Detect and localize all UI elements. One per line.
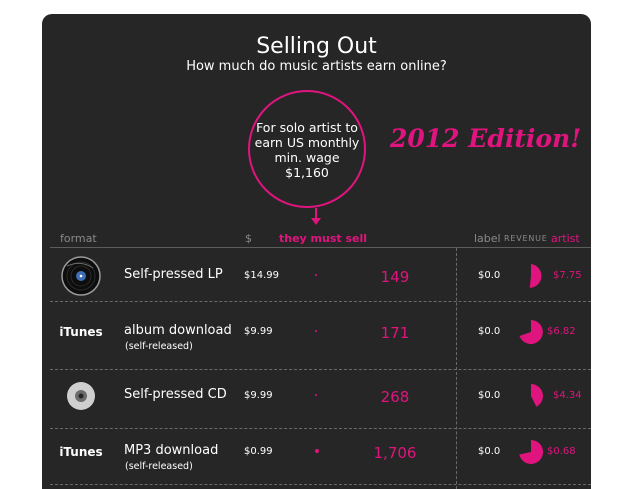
label-column-divider <box>456 248 457 489</box>
artist-share-pie <box>519 320 543 344</box>
artist-share-pie <box>529 264 542 288</box>
infographic-subtitle: How much do music artists earn online? <box>186 59 447 74</box>
artist-share-pie <box>531 384 543 407</box>
header-divider <box>50 247 591 248</box>
itunes-logo-text: iTunes <box>59 325 103 339</box>
itunes-logo: iTunes <box>52 304 110 360</box>
units-dot <box>315 274 317 276</box>
callout-line-1: For solo artist to <box>256 120 358 135</box>
units-dot <box>315 330 317 332</box>
itunes-logo-text: iTunes <box>59 445 103 459</box>
price-value: $9.99 <box>244 326 273 337</box>
column-header-format: format <box>60 232 97 245</box>
itunes-logo: iTunes <box>52 424 110 480</box>
artist-revenue-value: $4.34 <box>553 390 582 401</box>
row-divider <box>50 484 591 485</box>
units-dot <box>315 449 319 453</box>
artist-revenue-value: $6.82 <box>547 326 576 337</box>
callout-line-3: min. wage <box>274 150 340 165</box>
must-sell-value: 171 <box>380 324 410 342</box>
infographic-card: Selling Out How much do music artists ea… <box>42 14 591 489</box>
infographic-title: Selling Out <box>256 34 377 59</box>
edition-badge: 2012 Edition! <box>390 124 582 153</box>
format-label: Self-pressed LP <box>124 267 223 282</box>
artist-revenue-value: $0.68 <box>547 446 576 457</box>
column-header-label: label <box>474 232 501 245</box>
column-header-revenue: REVENUE <box>504 234 548 243</box>
row-divider <box>50 428 591 429</box>
callout-line-2: earn US monthly <box>254 135 360 150</box>
format-label: Self-pressed CD <box>124 387 227 402</box>
artist-revenue-value: $7.75 <box>553 270 582 281</box>
price-value: $9.99 <box>244 390 273 401</box>
must-sell-value: 149 <box>380 268 410 286</box>
format-label: MP3 download <box>124 443 219 458</box>
must-sell-value: 1,706 <box>373 444 417 462</box>
table-row: iTunes MP3 download (self-released) $0.9… <box>42 424 591 480</box>
column-header-artist: artist <box>551 232 580 245</box>
label-revenue-value: $0.0 <box>478 270 501 281</box>
arrow-down-icon <box>311 218 321 225</box>
format-note: (self-released) <box>125 461 193 472</box>
format-label: album download <box>124 323 232 338</box>
table-row: iTunes album download (self-released) $9… <box>42 304 591 360</box>
callout-text: For solo artist to earn US monthly min. … <box>248 120 366 180</box>
column-header-must-sell: they must sell <box>279 232 368 245</box>
price-value: $14.99 <box>244 270 279 281</box>
format-note: (self-released) <box>125 341 193 352</box>
column-header-price: $ <box>245 232 252 245</box>
table-row: Self-pressed CD $9.99 268 $0.0 $4.34 <box>42 368 591 424</box>
price-value: $0.99 <box>244 446 273 457</box>
table-row: Self-pressed LP $14.99 149 $0.0 $7.75 <box>42 248 591 304</box>
units-dot <box>315 394 317 396</box>
row-divider <box>50 369 591 370</box>
callout-arrow-line <box>315 208 317 220</box>
callout-line-4: $1,160 <box>285 165 329 180</box>
cd-disc-icon <box>52 368 110 424</box>
must-sell-value: 268 <box>380 388 410 406</box>
row-divider <box>50 301 591 302</box>
vinyl-record-icon <box>52 248 110 304</box>
label-revenue-value: $0.0 <box>478 390 501 401</box>
callout-circle <box>248 90 366 208</box>
label-revenue-value: $0.0 <box>478 446 501 457</box>
artist-share-pie <box>519 439 544 464</box>
label-revenue-value: $0.0 <box>478 326 501 337</box>
